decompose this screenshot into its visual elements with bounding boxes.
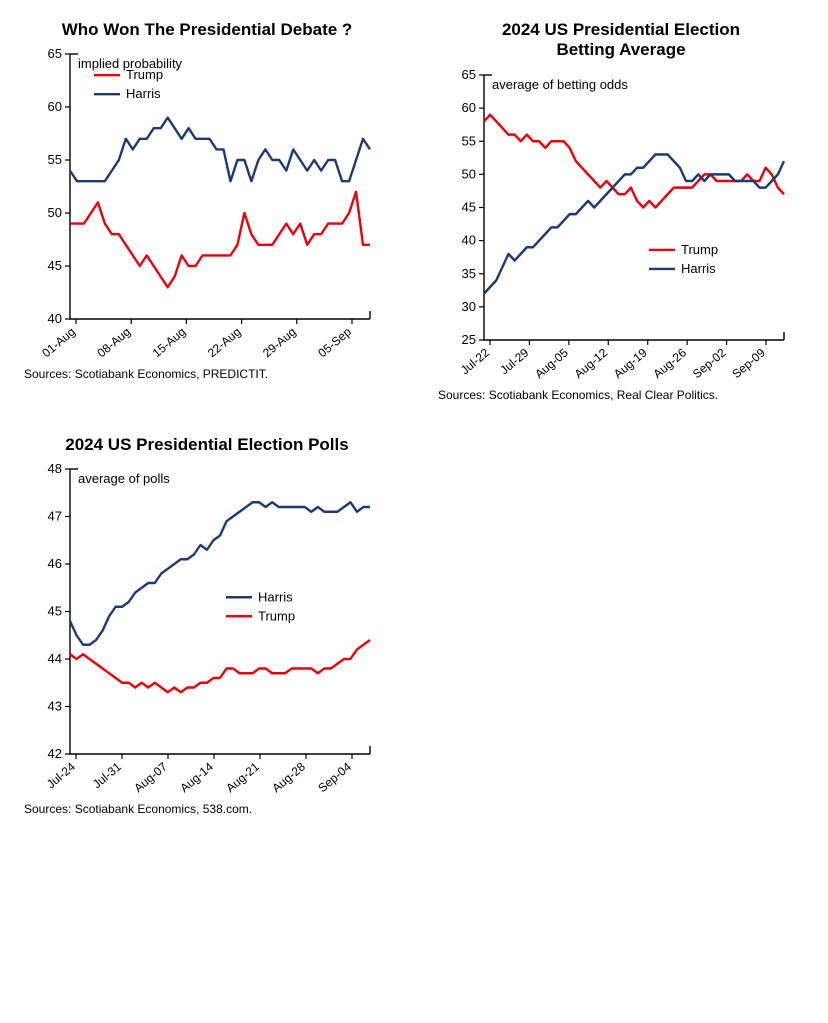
y-tick-label: 65 xyxy=(462,67,476,82)
chart-source: Sources: Scotiabank Economics, Real Clea… xyxy=(438,388,718,402)
series-line-harris xyxy=(70,118,370,182)
y-tick-label: 50 xyxy=(462,166,476,181)
x-tick-label: 22-Aug xyxy=(205,325,244,361)
y-tick-label: 60 xyxy=(462,100,476,115)
x-tick-label: Jul-29 xyxy=(497,345,531,377)
series-line-trump xyxy=(70,192,370,287)
x-tick-label: Sep-04 xyxy=(315,760,354,796)
y-tick-label: 43 xyxy=(48,699,62,714)
chart-title: 2024 US Presidential Election Polls xyxy=(20,435,394,455)
chart-debate: Who Won The Presidential Debate ? 40 45 50… xyxy=(20,20,394,405)
legend-label: Trump xyxy=(126,68,163,83)
x-tick-label: Aug-12 xyxy=(572,345,611,381)
legend-label: Harris xyxy=(681,261,716,276)
x-tick-label: Jul-31 xyxy=(90,760,124,792)
legend-label: Harris xyxy=(126,87,161,102)
x-tick-label: Aug-19 xyxy=(611,345,650,381)
y-tick-label: 45 xyxy=(48,258,62,273)
legend-label: Harris xyxy=(258,589,293,604)
y-tick-label: 35 xyxy=(462,266,476,281)
chart-title: Who Won The Presidential Debate ? xyxy=(20,20,394,40)
chart-polls: 2024 US Presidential Election Polls 42 43… xyxy=(20,435,394,819)
x-tick-label: Aug-14 xyxy=(177,760,216,796)
chart-source: Sources: Scotiabank Economics, 538.com. xyxy=(24,802,252,816)
x-tick-label: 05-Sep xyxy=(315,325,354,361)
y-tick-label: 40 xyxy=(48,311,62,326)
y-tick-label: 25 xyxy=(462,332,476,347)
y-tick-label: 30 xyxy=(462,299,476,314)
series-line-trump xyxy=(70,640,370,692)
legend-label: Trump xyxy=(681,242,718,257)
chart-title: 2024 US Presidential Election Betting Av… xyxy=(434,20,808,61)
y-tick-label: 46 xyxy=(48,556,62,571)
y-tick-label: 47 xyxy=(48,509,62,524)
y-tick-label: 50 xyxy=(48,205,62,220)
chart-source: Sources: Scotiabank Economics, PREDICTIT… xyxy=(24,367,268,381)
x-tick-label: Aug-26 xyxy=(650,345,689,381)
x-tick-label: Aug-05 xyxy=(532,345,571,381)
y-tick-label: 45 xyxy=(462,199,476,214)
chart-betting: 2024 US Presidential Election Betting Av… xyxy=(434,20,808,405)
x-tick-label: Jul-24 xyxy=(44,760,78,792)
chart-grid: Who Won The Presidential Debate ? 40 45 50… xyxy=(20,20,808,819)
series-line-harris xyxy=(484,154,784,293)
x-tick-label: 01-Aug xyxy=(39,325,78,361)
x-tick-label: Aug-21 xyxy=(223,760,262,796)
y-tick-label: 42 xyxy=(48,746,62,761)
y-tick-label: 55 xyxy=(462,133,476,148)
x-tick-label: 29-Aug xyxy=(260,325,299,361)
series-line-harris xyxy=(70,502,370,645)
x-tick-label: 15-Aug xyxy=(150,325,189,361)
y-tick-label: 44 xyxy=(48,651,62,666)
y-tick-label: 40 xyxy=(462,232,476,247)
y-tick-label: 45 xyxy=(48,604,62,619)
x-tick-label: Aug-28 xyxy=(269,760,308,796)
y-tick-label: 55 xyxy=(48,152,62,167)
series-line-trump xyxy=(484,115,784,208)
x-tick-label: Jul-22 xyxy=(458,345,492,377)
y-tick-label: 48 xyxy=(48,461,62,476)
chart-subtitle: average of betting odds xyxy=(492,77,628,92)
y-tick-label: 60 xyxy=(48,99,62,114)
x-tick-label: 08-Aug xyxy=(94,325,133,361)
y-tick-label: 65 xyxy=(48,46,62,61)
x-tick-label: Sep-09 xyxy=(729,345,768,381)
chart-subtitle: average of polls xyxy=(78,471,170,486)
x-tick-label: Aug-07 xyxy=(131,760,170,796)
legend-label: Trump xyxy=(258,608,295,623)
x-tick-label: Sep-02 xyxy=(690,345,729,381)
